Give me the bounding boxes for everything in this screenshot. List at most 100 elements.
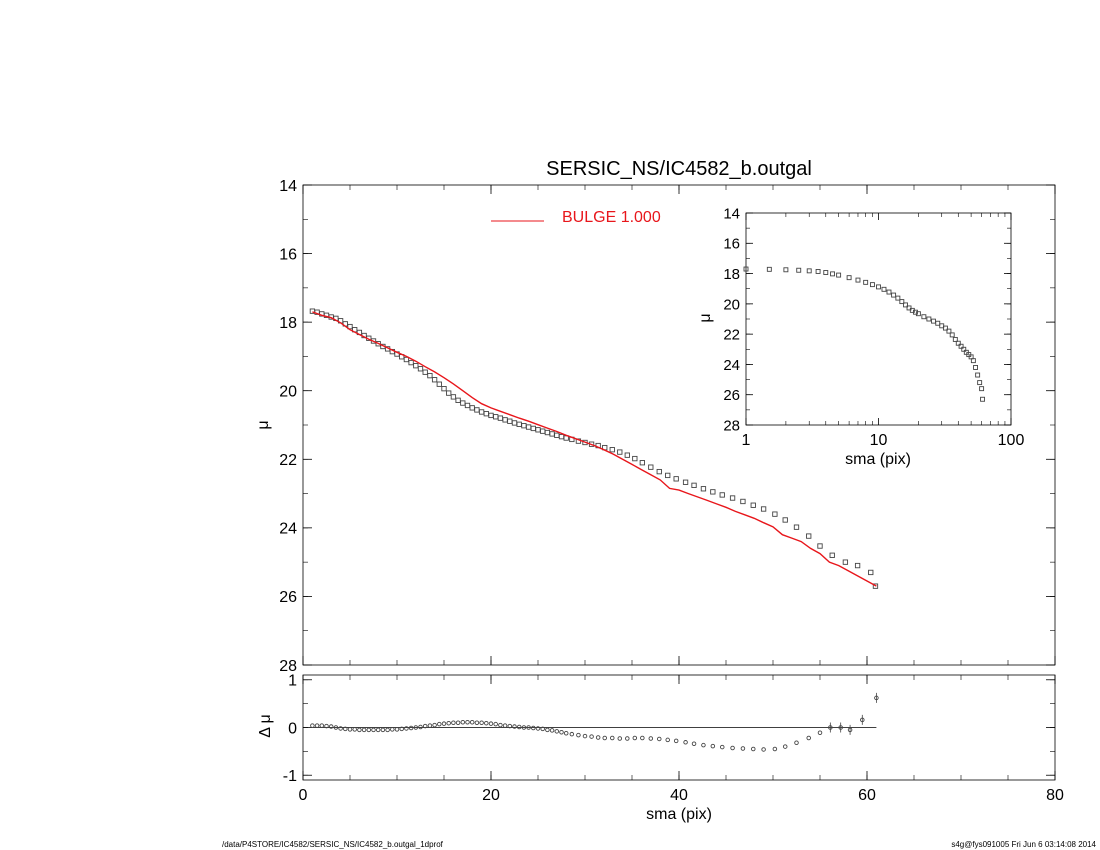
data-point [511,420,518,426]
inset-data-point [942,325,948,331]
residual-point [817,730,823,736]
residual-point [648,736,654,741]
main-y-tick-label: 14 [279,178,297,195]
data-point [544,429,551,436]
residual-point [640,735,645,741]
data-point [750,502,756,508]
residual-point [375,727,381,733]
residual-point [422,723,428,729]
data-point [446,390,452,396]
residual-x-axis-label: sma (pix) [646,806,712,823]
data-point [868,569,874,576]
inset-data-point [846,275,852,281]
data-point [691,482,697,488]
data-point [347,323,353,330]
main-axes: 14 16 18 20 22 24 26 28 [279,178,1056,675]
residual-point [394,727,400,732]
residual-point [806,735,811,741]
residual-point [710,743,716,749]
inset-data-point [949,332,955,338]
main-panel: SERSIC_NS/IC4582_b.outgal 14 16 18 20 22 24 26… [255,158,1056,675]
inset-y-tick-label: 20 [723,296,740,313]
residual-point [516,724,522,730]
inset-x-tick-label: 100 [998,432,1025,449]
data-point [478,409,485,415]
data-point [521,423,527,429]
data-point [441,386,447,392]
data-point [760,506,767,512]
residual-point [838,725,843,730]
inset-data-point [975,372,981,378]
data-point [431,377,438,383]
residual-point [390,727,395,732]
main-y-tick-label: 20 [279,383,297,400]
data-point [793,524,800,530]
data-point [648,464,654,470]
data-point [682,479,689,485]
data-point [507,418,513,424]
data-point [673,476,679,482]
residual-point [314,723,320,728]
residual-point [545,727,550,733]
main-y-tick-label: 28 [279,658,297,675]
main-plot-area [309,308,879,589]
inset-data-point [876,284,881,290]
residual-point [408,725,414,731]
residual-point [535,726,541,731]
data-point [450,394,457,400]
legend: BULGE 1.000 [491,209,661,226]
inset-x-axis-label: sma (pix) [845,451,911,468]
residual-point [319,723,325,728]
residual-point [772,746,778,752]
residual-point [488,721,494,726]
footer-file-path: /data/P4STORE/IC4582/SERSIC_NS/IC4582_b.… [222,840,443,849]
legend-label: BULGE 1.000 [562,209,661,226]
residual-point [371,727,376,733]
data-point [609,447,615,453]
residual-point [526,725,531,730]
residual-point [794,740,799,746]
inset-y-tick-label: 28 [723,417,740,434]
residual-point [357,727,362,733]
data-point [516,421,522,427]
residual-point [559,730,564,735]
data-point [413,363,419,369]
residual-point [399,726,404,732]
residual-point [761,747,766,752]
residual-point [740,746,746,751]
inset-data-point [921,314,927,320]
residual-point [441,721,447,726]
inset-data-point [806,268,812,274]
data-point [455,397,461,403]
inset-data-point [869,282,875,288]
model-line-bulge [312,311,877,587]
data-point [488,412,494,419]
inset-axes: 1 10 100 14 16 18 20 22 24 26 28 [723,205,1024,449]
residual-point [632,735,638,741]
main-y-tick-label: 26 [279,589,297,606]
inset-data-point [970,358,976,364]
residual-point [860,717,865,723]
residual-point [507,723,513,729]
data-point [436,381,442,387]
residual-point [512,724,517,729]
residual-y-tick-label: -1 [283,768,297,785]
data-point [829,552,835,558]
inset-data-point [881,286,887,292]
residual-point [625,736,630,741]
residual-point [828,725,833,730]
main-y-tick-label: 18 [279,315,297,332]
data-point [493,414,499,420]
data-point [427,372,433,379]
data-point [497,415,504,421]
residual-point [554,729,560,734]
inset-data-point [931,318,936,324]
residual-point [498,722,503,728]
residual-point [333,725,339,730]
data-point [535,427,541,433]
inset-y-tick-label: 14 [723,205,740,222]
residual-point [582,733,588,739]
inset-y-tick-label: 26 [723,387,740,404]
chart-title: SERSIC_NS/IC4582_b.outgal [546,158,812,180]
data-point [740,498,746,505]
